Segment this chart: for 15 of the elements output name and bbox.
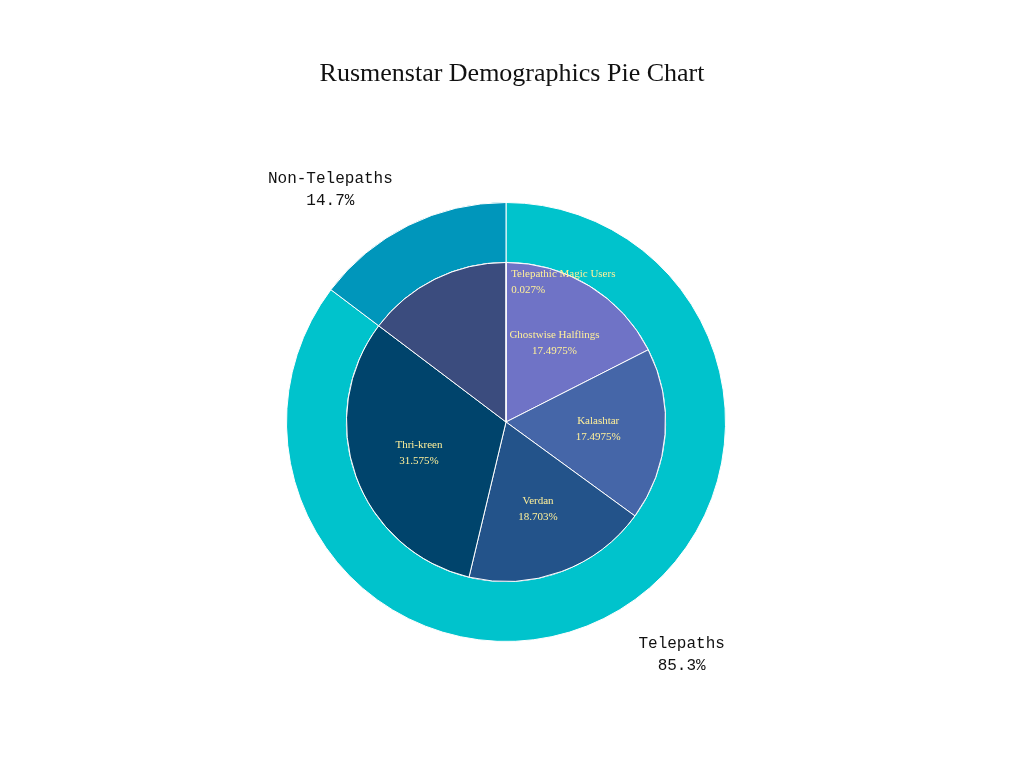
slice-label: Ghostwise Halflings xyxy=(509,328,600,341)
slice-label: Telepathic Magic Users xyxy=(511,266,616,279)
data-label: 85.3% xyxy=(657,656,707,675)
slice-label: Verdan xyxy=(522,493,555,506)
chart-title: Rusmenstar Demographics Pie Chart xyxy=(318,58,706,88)
data-label: 17.4975% xyxy=(532,344,577,357)
data-label: 31.575% xyxy=(399,454,439,467)
slice-label: Kalashtar xyxy=(577,414,620,427)
data-label: 14.7% xyxy=(306,191,355,210)
data-label: 17.4975% xyxy=(575,430,621,443)
slice-label: Non-Telepaths xyxy=(267,169,393,188)
data-label: 0.027% xyxy=(511,282,546,295)
slice-label: Telepaths xyxy=(638,634,725,653)
slice-label: Thri-kreen xyxy=(395,438,443,451)
data-label: 18.703% xyxy=(518,509,558,522)
